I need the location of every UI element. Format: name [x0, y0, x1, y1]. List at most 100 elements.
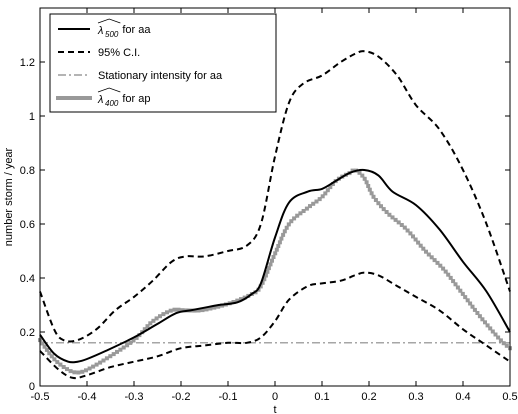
series-marker [421, 246, 426, 251]
series-marker [212, 305, 217, 310]
series-marker [350, 168, 355, 173]
series-marker [416, 240, 421, 245]
y-tick-label: 0.2 [20, 327, 35, 339]
series-marker [405, 228, 410, 233]
series-marker [396, 220, 401, 225]
series-marker [488, 326, 493, 331]
legend-hat [97, 18, 121, 24]
x-axis-label: t [273, 404, 276, 414]
x-tick-label: -0.4 [78, 391, 97, 403]
series-marker [418, 243, 423, 248]
series-marker [317, 197, 322, 202]
series-marker [292, 216, 297, 221]
series-marker [208, 306, 213, 311]
series-marker [463, 295, 468, 300]
series-marker [94, 362, 99, 367]
series-marker [432, 258, 437, 263]
x-tick-label: -0.2 [172, 391, 191, 403]
series-marker [438, 263, 443, 268]
series-marker [84, 368, 88, 373]
series-marker [55, 360, 60, 365]
series-marker [490, 329, 495, 334]
series-marker [441, 266, 446, 271]
series-marker [270, 258, 274, 263]
legend-label: 95% C.I. [98, 47, 140, 59]
series-marker [485, 323, 490, 328]
y-tick-label: 0.4 [20, 273, 35, 285]
x-tick-label: -0.1 [219, 391, 238, 403]
series-line [39, 50, 511, 343]
y-tick-label: 1 [29, 111, 35, 123]
series-marker [284, 225, 289, 230]
series-marker [220, 303, 225, 308]
series-marker [121, 345, 126, 350]
series-marker [408, 231, 413, 236]
series-marker [483, 320, 487, 325]
series-marker [424, 249, 428, 254]
series-marker [475, 311, 480, 315]
legend-swatch-marker [80, 96, 84, 100]
series-marker [104, 356, 109, 361]
series-marker [465, 298, 470, 303]
series-marker [44, 347, 49, 352]
series-marker [328, 185, 333, 190]
series-marker [295, 213, 300, 218]
series-marker [115, 349, 119, 354]
series-marker [98, 360, 103, 365]
series-marker [298, 211, 303, 216]
series-marker [49, 354, 54, 359]
x-tick-label: 0 [272, 391, 278, 403]
series-marker [399, 223, 404, 227]
legend-swatch-marker [64, 96, 68, 100]
y-tick-label: 1.2 [20, 57, 35, 69]
series-marker [268, 262, 273, 267]
series-marker [496, 335, 501, 340]
x-tick-label: -0.5 [31, 391, 50, 403]
series-marker [128, 340, 133, 345]
series-marker [134, 335, 139, 340]
series-marker [273, 251, 278, 256]
series-marker [172, 307, 177, 312]
series-marker [446, 272, 451, 277]
series-marker [468, 301, 473, 306]
series-marker [504, 343, 509, 348]
series-marker [448, 275, 453, 280]
x-tick-label: 0.1 [314, 391, 329, 403]
series-marker [161, 312, 166, 317]
legend-symbol: λ [97, 25, 103, 37]
y-tick-label: 0.6 [20, 219, 35, 231]
series-marker [204, 307, 209, 312]
series-marker [42, 344, 47, 349]
series-marker [154, 316, 159, 321]
ticks-layer: -0.5 -0.4 -0.3 -0.2 -0.1 0 0.1 0.2 0.3 0.4 0.5 0 0.2… [20, 8, 518, 403]
series-marker [165, 310, 169, 315]
series-marker [91, 364, 96, 369]
legend-subscript: 500 [105, 30, 119, 39]
series-marker [458, 288, 463, 293]
series-marker [58, 362, 63, 367]
series-marker [101, 358, 106, 363]
series-marker [262, 277, 267, 282]
series-marker [493, 332, 498, 337]
series-marker [373, 198, 378, 202]
series-marker [231, 300, 236, 304]
series-marker [131, 338, 136, 343]
series-layer [38, 50, 512, 380]
legend-swatch-marker [76, 96, 80, 100]
series-marker [498, 338, 503, 343]
legend-swatch-marker [56, 96, 60, 100]
y-tick-label: 0.8 [20, 165, 35, 177]
series-marker [357, 170, 362, 175]
series-marker [311, 201, 316, 206]
series-marker [301, 209, 306, 213]
series-marker [151, 318, 156, 323]
series-marker [453, 282, 458, 287]
series-marker [118, 347, 123, 352]
legend-swatch-marker [72, 96, 76, 100]
series-marker [148, 321, 153, 326]
series-marker [376, 201, 381, 206]
series-marker [235, 298, 240, 303]
series-marker [426, 252, 431, 257]
series-marker [371, 194, 376, 199]
